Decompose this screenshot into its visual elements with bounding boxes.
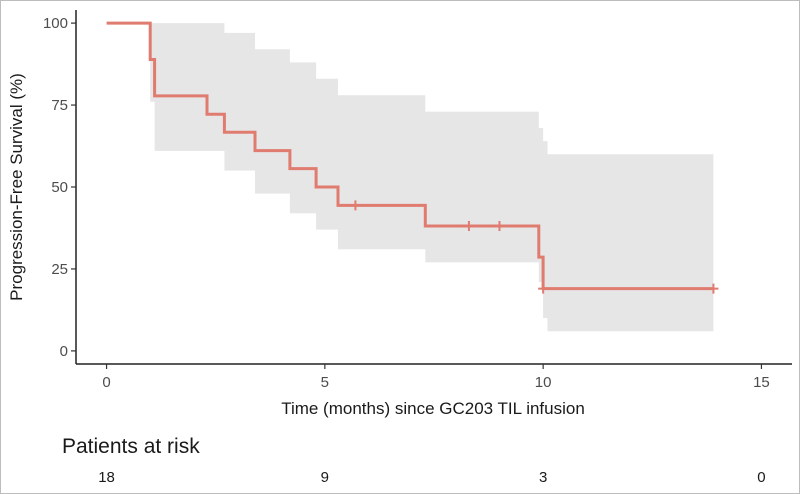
y-tick-label: 100 (43, 15, 68, 32)
x-tick-label: 5 (321, 374, 329, 391)
risk-count: 3 (539, 469, 547, 486)
censor-mark (494, 221, 505, 232)
censor-mark (463, 221, 474, 232)
risk-count: 9 (321, 469, 329, 486)
censor-mark (538, 283, 549, 294)
survival-curve (106, 21, 714, 291)
x-tick-label: 0 (102, 374, 110, 391)
axes-group (71, 10, 792, 369)
x-tick-label: 15 (753, 374, 770, 391)
risk-table-title: Patients at risk (62, 435, 200, 458)
y-tick-label: 0 (60, 343, 68, 360)
confidence-band-group (106, 23, 714, 332)
tick-labels-group: 0 25 50 75 100 0 5 10 15 (43, 15, 770, 391)
censor-mark (708, 283, 719, 294)
survival-curve-group (106, 21, 714, 291)
risk-count: 0 (757, 469, 765, 486)
censor-mark (350, 200, 361, 211)
x-tick-label: 10 (535, 374, 552, 391)
y-tick-label: 50 (51, 179, 68, 196)
risk-count: 18 (98, 469, 115, 486)
y-tick-label: 25 (51, 261, 68, 278)
x-axis-title: Time (months) since GC203 TIL infusion (281, 399, 585, 418)
confidence-band (106, 23, 714, 332)
y-tick-label: 75 (51, 97, 68, 114)
y-axis-title: Progression-Free Survival (%) (7, 73, 26, 301)
risk-table-values: 18 9 3 0 (98, 469, 765, 486)
censor-marks-group (350, 200, 719, 294)
